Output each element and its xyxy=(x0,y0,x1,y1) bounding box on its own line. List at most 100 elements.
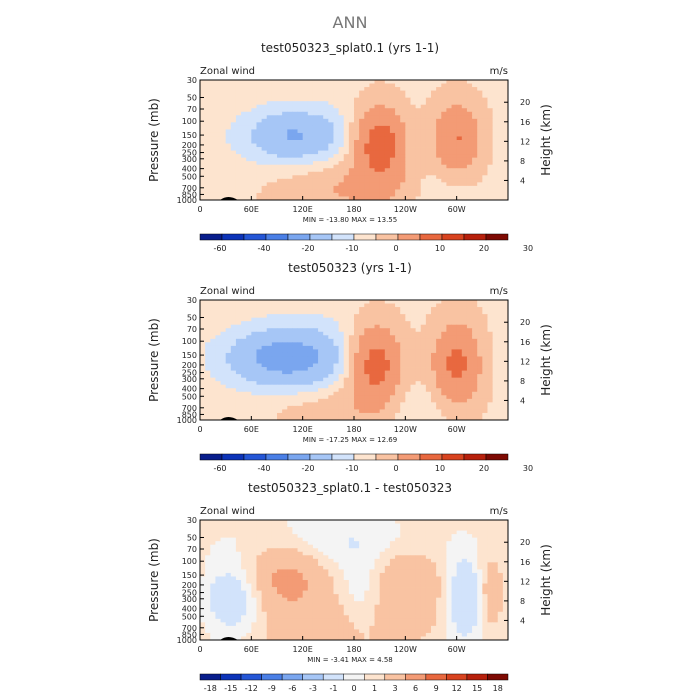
field-cell xyxy=(395,349,401,354)
field-cell xyxy=(472,94,478,99)
field-cell xyxy=(425,370,432,375)
field-cell xyxy=(225,523,232,528)
field-cell xyxy=(215,409,221,414)
field-cell xyxy=(277,147,283,151)
field-cell xyxy=(461,303,468,308)
field-cell xyxy=(395,157,401,162)
field-cell xyxy=(328,523,334,528)
field-cell xyxy=(210,80,216,84)
field-cell xyxy=(400,161,406,166)
field-cell xyxy=(497,143,504,148)
field-cell xyxy=(415,416,422,421)
field-cell xyxy=(215,402,221,407)
field-cell xyxy=(215,527,221,531)
field-cell xyxy=(405,189,411,194)
field-cell xyxy=(343,338,350,343)
field-cell xyxy=(410,551,416,556)
field-cell xyxy=(230,555,237,560)
field-cell xyxy=(292,175,298,180)
field-cell xyxy=(307,335,314,340)
field-cell xyxy=(446,303,452,308)
field-cell xyxy=(492,168,499,173)
field-cell xyxy=(497,122,504,127)
field-cell xyxy=(369,154,375,159)
field-cell xyxy=(266,136,273,141)
field-cell xyxy=(302,182,309,187)
field-cell xyxy=(374,111,381,116)
field-cell xyxy=(389,395,396,400)
field-cell xyxy=(374,374,381,379)
field-cell xyxy=(389,300,396,304)
field-cell xyxy=(287,122,293,127)
field-cell xyxy=(482,314,488,319)
field-cell xyxy=(389,185,396,190)
field-cell xyxy=(225,398,232,403)
field-cell xyxy=(235,143,242,148)
x-tick-label: 60W xyxy=(448,205,466,214)
field-cell xyxy=(425,558,432,563)
field-cell xyxy=(205,356,211,361)
field-cell xyxy=(277,129,283,134)
field-cell xyxy=(220,150,227,155)
field-cell xyxy=(420,125,427,130)
field-cell xyxy=(241,140,247,144)
field-cell xyxy=(292,391,298,396)
field-cell xyxy=(256,530,262,535)
field-cell xyxy=(271,321,278,326)
field-cell xyxy=(482,360,488,364)
field-cell xyxy=(441,409,447,414)
field-cell xyxy=(246,150,252,155)
field-cell xyxy=(297,395,304,400)
field-cell xyxy=(328,335,334,340)
field-cell xyxy=(492,384,499,389)
field-cell xyxy=(333,136,339,141)
y-tick-label: 1000 xyxy=(177,196,197,205)
field-cell xyxy=(297,168,304,173)
field-cell xyxy=(215,551,221,556)
field-cell xyxy=(277,537,283,542)
field-cell xyxy=(241,377,247,382)
field-cell xyxy=(292,129,298,134)
field-cell xyxy=(256,523,262,528)
field-cell xyxy=(210,196,216,201)
field-cell xyxy=(271,111,278,116)
field-cell xyxy=(333,412,339,417)
field-cell xyxy=(502,370,509,375)
field-cell xyxy=(312,416,319,421)
field-cell xyxy=(400,416,406,421)
field-cell xyxy=(210,175,216,180)
field-cell xyxy=(225,349,232,354)
field-cell xyxy=(384,90,391,95)
field-cell xyxy=(307,143,314,148)
field-cell xyxy=(395,363,401,368)
field-cell xyxy=(307,328,314,333)
field-cell xyxy=(271,352,278,357)
field-cell xyxy=(307,111,314,116)
y-tick-label: 200 xyxy=(182,361,197,370)
field-cell xyxy=(312,118,319,123)
field-cell xyxy=(384,192,391,197)
field-cell xyxy=(477,307,483,311)
field-cell xyxy=(215,331,221,336)
field-cell xyxy=(215,541,221,546)
field-cell xyxy=(502,168,509,173)
field-cell xyxy=(282,402,288,407)
field-cell xyxy=(266,196,273,201)
field-cell xyxy=(400,328,406,333)
field-cell xyxy=(241,523,247,528)
field-cell xyxy=(225,129,232,134)
field-cell xyxy=(364,161,370,166)
field-cell xyxy=(379,534,386,539)
field-cell xyxy=(318,544,324,549)
field-cell xyxy=(256,395,262,400)
field-cell xyxy=(389,150,396,155)
field-cell xyxy=(343,520,350,524)
field-cell xyxy=(487,367,493,371)
field-cell xyxy=(312,196,319,201)
field-cell xyxy=(466,108,473,113)
field-cell xyxy=(318,317,324,322)
field-cell xyxy=(333,377,339,382)
field-cell xyxy=(333,196,339,201)
field-cell xyxy=(425,381,432,386)
field-cell xyxy=(328,115,334,120)
